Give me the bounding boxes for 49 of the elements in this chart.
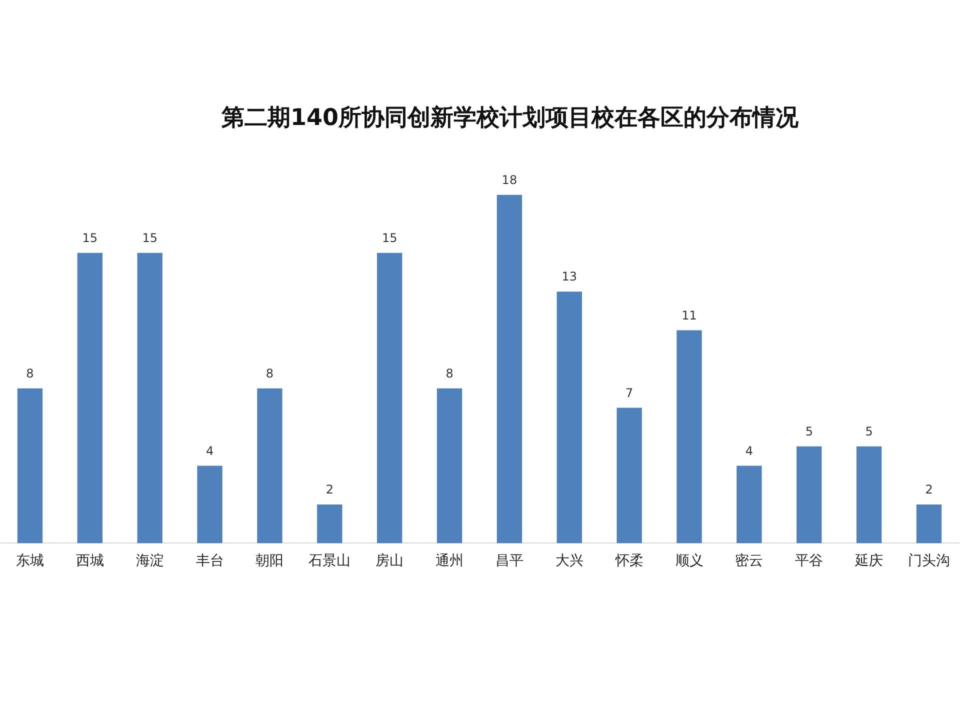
x-tick-label: 西城: [76, 553, 104, 570]
bar: [796, 446, 822, 544]
x-tick-label: 东城: [16, 553, 44, 570]
data-label: 5: [805, 424, 813, 439]
data-label: 11: [682, 308, 697, 322]
x-tick-label: 怀柔: [614, 553, 644, 570]
bar: [916, 504, 942, 544]
x-tick-label: 石景山: [308, 553, 351, 570]
data-label: 4: [745, 444, 754, 458]
bar: [856, 446, 882, 544]
x-tick-label: 顺义: [675, 553, 704, 570]
data-label: 2: [326, 482, 334, 497]
data-label: 8: [446, 366, 454, 380]
data-label: 8: [26, 366, 34, 380]
bar: [317, 504, 342, 544]
bar: [17, 388, 43, 544]
x-tick-label: 大兴: [555, 553, 584, 570]
bar: [257, 388, 282, 544]
bar: [436, 388, 462, 544]
x-tick-label: 密云: [735, 553, 764, 570]
x-tick-label: 朝阳: [256, 553, 284, 570]
x-tick-label: 房山: [376, 553, 404, 570]
x-tick-label: 丰台: [196, 553, 224, 570]
bar: [616, 408, 642, 544]
data-label: 15: [382, 231, 398, 246]
bar: [376, 252, 402, 544]
data-label: 8: [266, 366, 274, 380]
data-label: 15: [82, 231, 98, 246]
data-label: 15: [142, 231, 158, 246]
x-tick-label: 平谷: [795, 553, 824, 570]
bar: [556, 292, 582, 544]
bar: [736, 466, 762, 544]
data-label: 5: [865, 424, 873, 439]
x-tick-label: 通州: [436, 553, 464, 570]
bar: [137, 252, 162, 544]
data-label: 7: [626, 386, 634, 400]
chart-title: 第二期140所协同创新学校计划项目校在各区的分布情况: [220, 104, 800, 133]
bar: [197, 466, 222, 544]
data-label: 18: [502, 172, 518, 187]
bar: [676, 330, 702, 544]
bar: [496, 194, 522, 544]
data-label: 4: [206, 444, 214, 458]
x-tick-label: 门头沟: [908, 553, 950, 570]
data-label: 2: [925, 482, 933, 497]
bar: [77, 252, 102, 544]
x-tick-label: 昌平: [495, 553, 524, 570]
x-tick-label: 海淀: [136, 553, 164, 570]
x-tick-label: 延庆: [854, 553, 884, 570]
data-label: 13: [562, 270, 578, 284]
